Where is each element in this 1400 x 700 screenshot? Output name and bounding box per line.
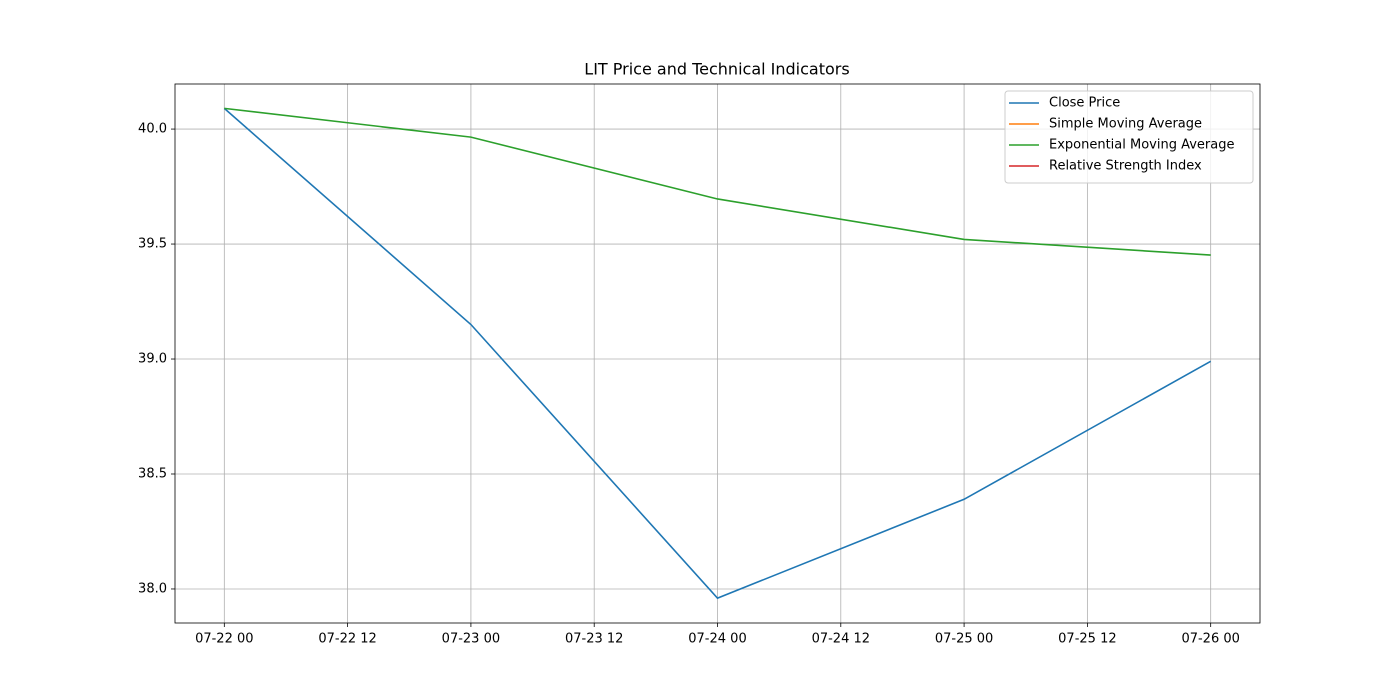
x-tick-label: 07-22 00 (195, 632, 253, 647)
x-tick-label: 07-23 00 (442, 632, 500, 647)
x-tick-label: 07-22 12 (318, 632, 376, 647)
legend-label: Close Price (1049, 96, 1120, 111)
legend-label: Relative Strength Index (1049, 159, 1202, 174)
line-series (223, 107, 1212, 600)
y-tick-label: 38.5 (138, 466, 167, 481)
plot-frame (174, 83, 1261, 624)
y-tick-label: 39.0 (138, 352, 167, 367)
y-tick-label: 39.5 (138, 237, 167, 252)
legend-label: Exponential Moving Average (1049, 138, 1235, 153)
line-series (224, 107, 1211, 256)
legend-box (1004, 90, 1254, 184)
y-tick-label: 38.0 (138, 581, 167, 596)
x-tick-label: 07-24 12 (812, 632, 870, 647)
chart-title: LIT Price and Technical Indicators (584, 60, 849, 79)
y-tick-label: 40.0 (138, 122, 167, 137)
x-tick-label: 07-25 00 (935, 632, 993, 647)
legend-label: Simple Moving Average (1049, 117, 1202, 132)
x-tick-label: 07-24 00 (688, 632, 746, 647)
x-tick-label: 07-26 00 (1181, 632, 1239, 647)
legend: Close Price Simple Moving Average Exponent… (1004, 90, 1254, 184)
x-tick-label: 07-23 12 (565, 632, 623, 647)
x-tick-label: 07-25 12 (1058, 632, 1116, 647)
